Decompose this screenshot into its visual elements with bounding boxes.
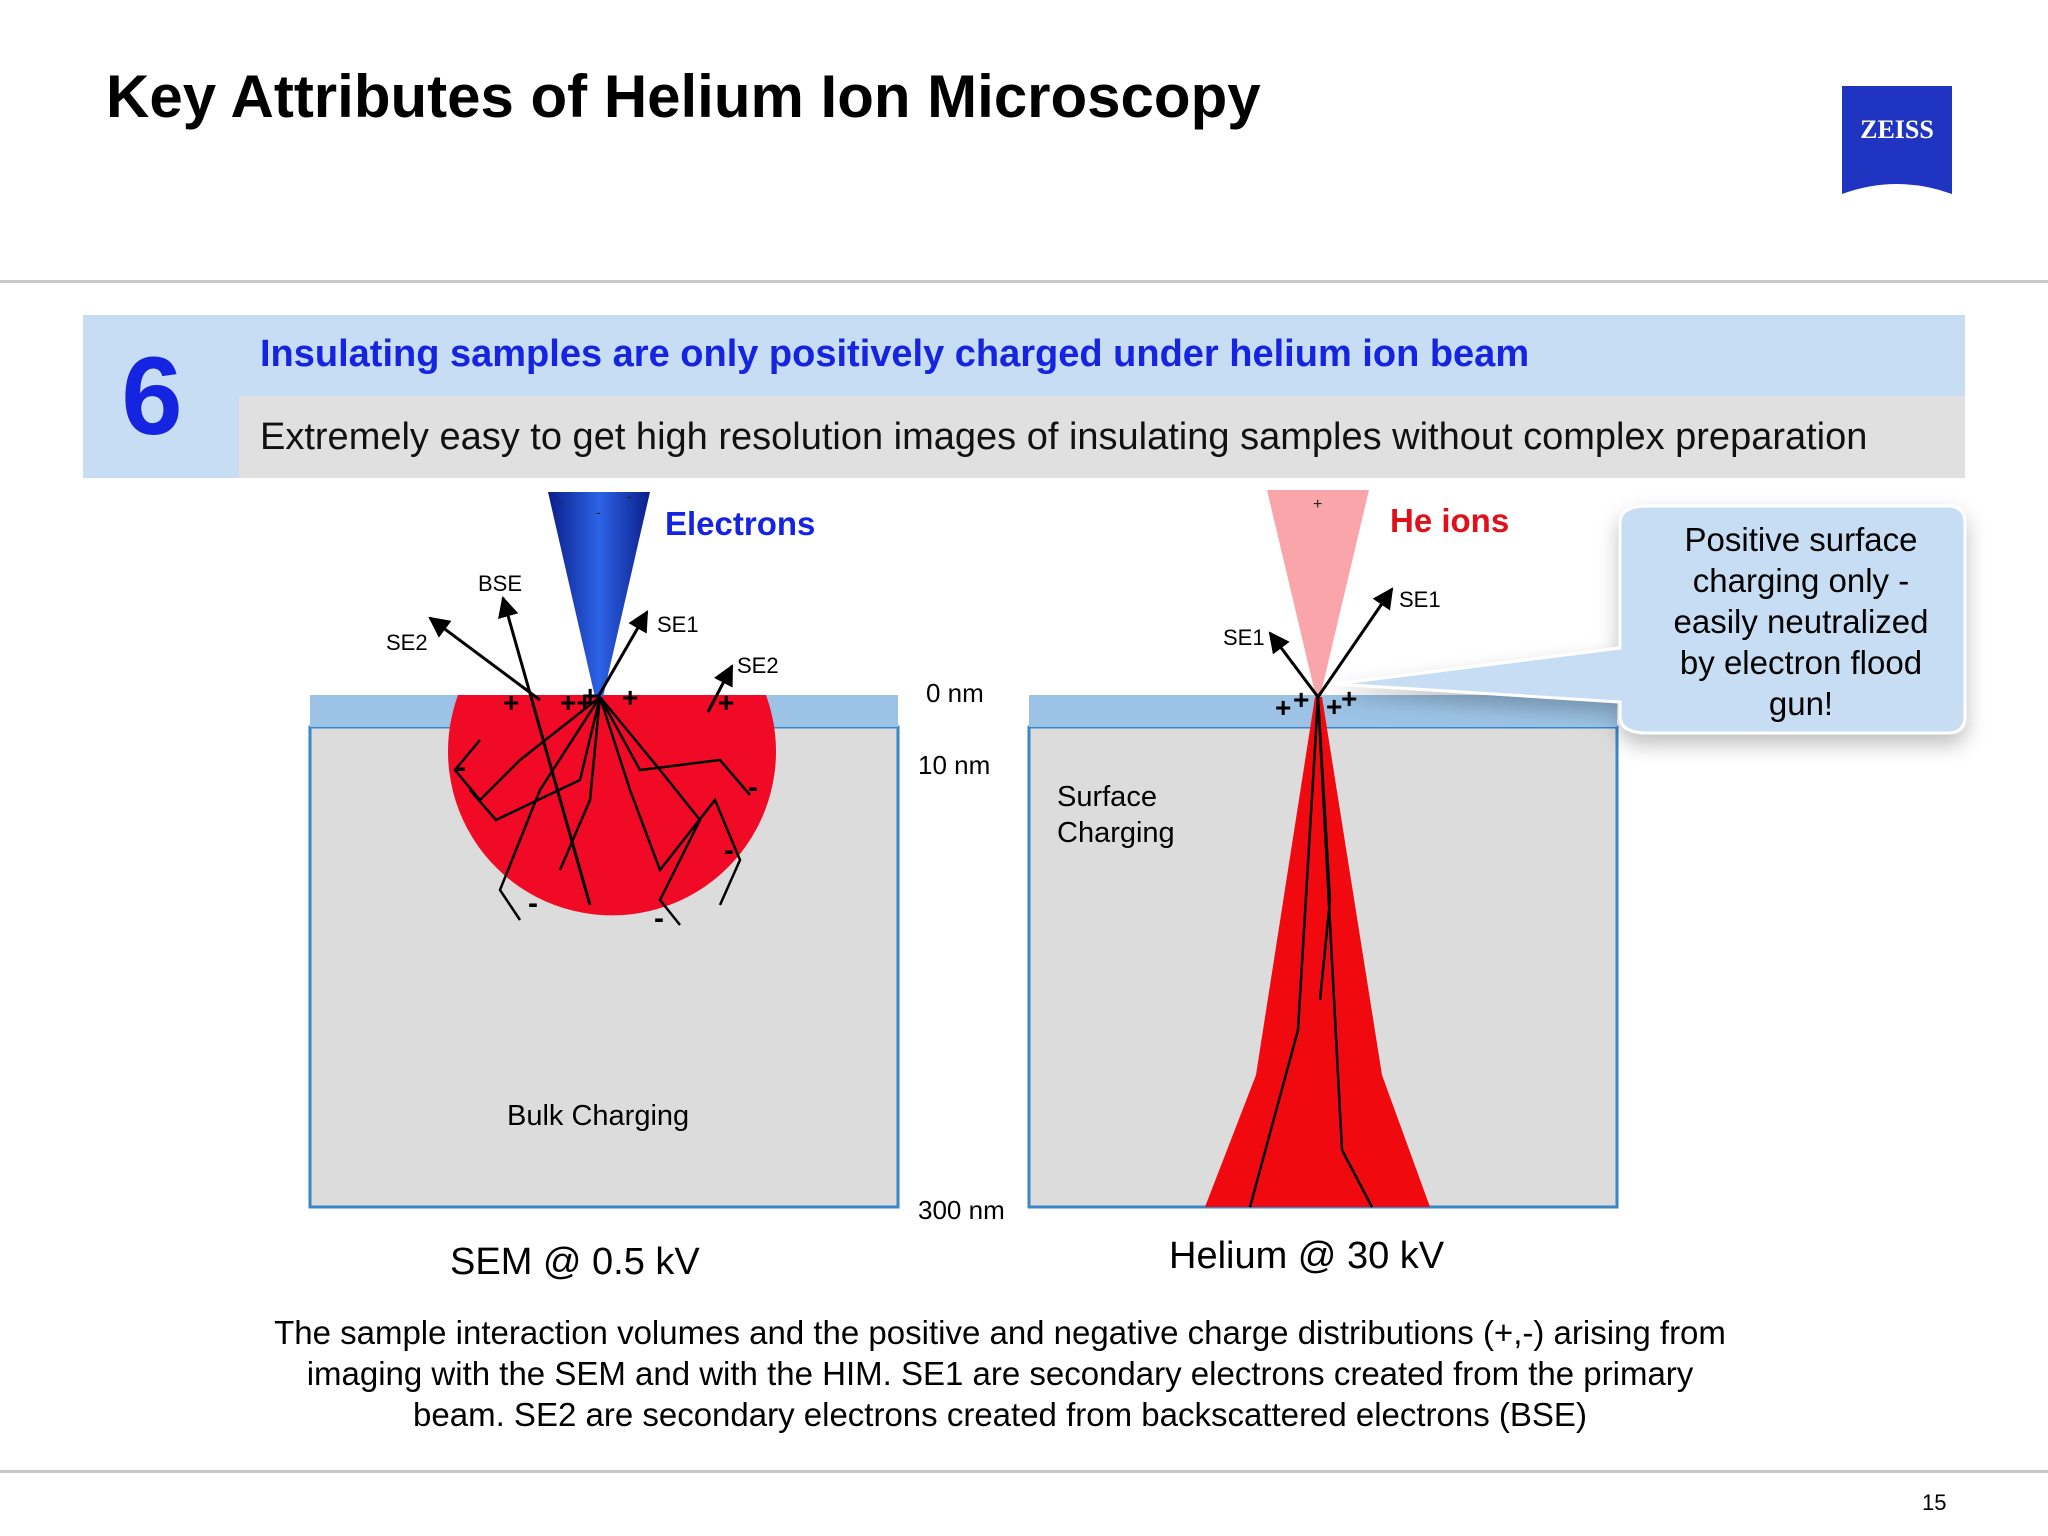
surface-charging-label-line2: Charging: [1057, 817, 1175, 849]
surface-plus: +: [718, 687, 734, 718]
se1-arrow: [596, 610, 649, 698]
him-surface-charges: + + + +: [1275, 683, 1357, 723]
him-panel: SE1 SE1 + + + + + He ions Surface Chargi…: [1027, 490, 1619, 1277]
band-headline-panel: [239, 315, 1965, 396]
callout-line: by electron flood: [1680, 644, 1922, 681]
surface-plus: +: [622, 682, 638, 713]
electrons-label: Electrons: [665, 505, 815, 542]
page-number: 15: [1922, 1490, 1947, 1515]
beam-minus: -: [558, 493, 563, 509]
band-number-panel: [83, 315, 239, 478]
him-panel-title: Helium @ 30 kV: [1169, 1235, 1445, 1277]
beam-electron-charges: - - -: [558, 488, 632, 520]
beam-minus: -: [596, 504, 601, 520]
se2-right-label: SE2: [737, 653, 779, 678]
slide-title: Key Attributes of Helium Ion Microscopy: [106, 63, 1261, 130]
callout-bubble: [1335, 504, 1967, 735]
se1-right-label: SE1: [1399, 587, 1441, 612]
sem-panel-title: SEM @ 0.5 kV: [450, 1241, 700, 1283]
depth-300nm: 300 nm: [918, 1195, 1005, 1225]
sem-interaction-volume: [447, 695, 777, 916]
surface-plus: ++: [560, 687, 593, 718]
depth-0nm: 0 nm: [926, 678, 984, 708]
sem-volume-charges: - - - - -: [456, 751, 758, 935]
attribute-headline: Insulating samples are only positively c…: [260, 333, 1530, 375]
se2-left-arrow: [428, 616, 541, 702]
se1-right-arrow: [1316, 587, 1394, 698]
surface-plus: +: [1293, 684, 1309, 715]
surface-plus: +: [1326, 691, 1342, 722]
zeiss-logo: ZEISS: [1842, 86, 1952, 194]
volume-minus: -: [528, 887, 538, 920]
depth-10nm: 10 nm: [918, 750, 990, 780]
surface-plus: +: [1341, 683, 1357, 714]
callout-line: charging only -: [1693, 562, 1909, 599]
electron-beam: [548, 492, 650, 697]
band-subline-panel: [239, 396, 1965, 478]
volume-minus: -: [748, 771, 758, 804]
electron-trajectories: [453, 696, 751, 926]
beam-minus: -: [627, 488, 632, 504]
him-emission-arrows: [1268, 587, 1394, 698]
attribute-number: 6: [121, 335, 183, 458]
volume-minus: -: [456, 751, 466, 784]
se1-left-label: SE1: [1223, 625, 1265, 650]
footer-divider: [0, 1470, 2048, 1473]
bse-label: BSE: [478, 571, 522, 596]
se1-left-arrow: [1268, 631, 1320, 698]
sem-panel: BSE SE2 SE1 SE2 + ++ + + + - - - - - - -…: [308, 488, 900, 1283]
callout: Positive surface charging only - easily …: [1335, 504, 1967, 735]
callout-line: Positive surface: [1685, 521, 1918, 558]
volume-minus: -: [724, 834, 734, 867]
surface-plus: +: [582, 680, 598, 711]
depth-scale: 0 nm 10 nm 300 nm: [918, 678, 1005, 1225]
figure-caption: The sample interaction volumes and the p…: [274, 1314, 1726, 1433]
sem-emission-arrows: [428, 595, 734, 906]
bulk-charging-label: Bulk Charging: [507, 1100, 689, 1132]
attribute-subline: Extremely easy to get high resolution im…: [260, 416, 1868, 458]
he-interaction-volume: [1205, 697, 1430, 1207]
callout-line: easily neutralized: [1674, 603, 1929, 640]
surface-charging-label-line1: Surface: [1057, 781, 1157, 813]
he-ion-beam: [1267, 490, 1369, 697]
beam-plus: +: [1313, 496, 1322, 513]
se2-left-label: SE2: [386, 630, 428, 655]
surface-plus: +: [1275, 692, 1291, 723]
bse-arrow: [498, 595, 592, 906]
logo-text: ZEISS: [1860, 115, 1934, 144]
se2-right-arrow: [706, 664, 734, 713]
header-divider: [0, 280, 2048, 283]
surface-plus: +: [503, 687, 519, 718]
sem-surface-charges: + ++ + + +: [503, 680, 734, 718]
callout-line: gun!: [1769, 685, 1833, 722]
volume-minus: -: [654, 902, 664, 935]
ion-trajectories: [1248, 696, 1374, 1208]
he-ions-label: He ions: [1390, 502, 1509, 539]
se1-label: SE1: [657, 612, 699, 637]
